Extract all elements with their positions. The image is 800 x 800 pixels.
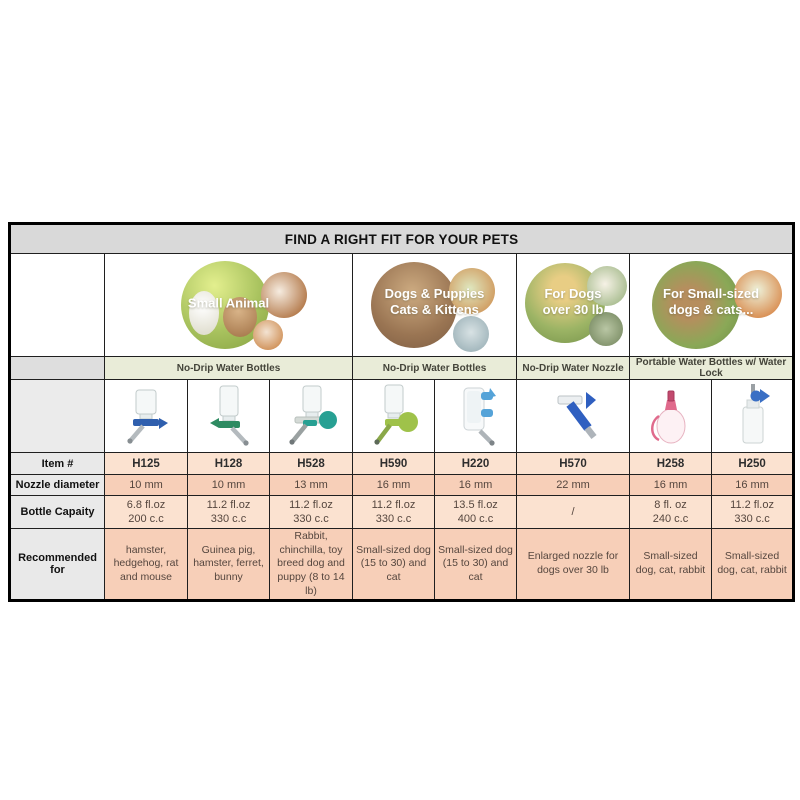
- recommended-for-row: Recommended for hamster, hedgehog, rat a…: [9, 527, 795, 602]
- orange-kitten-photo: [734, 270, 782, 318]
- small-animal-photo-collage: Small Animal: [106, 255, 352, 356]
- bottle-top-nozzle-icon: [742, 384, 771, 444]
- recommended-cell-h125: hamster, hedgehog, rat and mouse: [104, 527, 188, 602]
- nozzle-cell-h570: 22 mm: [516, 474, 630, 496]
- product-row-spacer: [9, 379, 105, 453]
- capacity-cell-h128: 11.2 fl.oz 330 c.c: [187, 495, 270, 529]
- big-dogs-photo-collage: For Dogs over 30 lb: [518, 255, 629, 356]
- category-small-dogs-cats: For Small-sized dogs & cats...: [628, 253, 795, 357]
- product-image-h570: [516, 379, 630, 453]
- subheader-dogs-over-30lb: No-Drip Water Nozzle: [516, 356, 630, 380]
- product-image-h125: [104, 379, 188, 453]
- product-image-h528: [269, 379, 353, 453]
- product-image-h220: [434, 379, 517, 453]
- recommended-cell-h528: Rabbit, chinchilla, toy breed dog and pu…: [269, 527, 353, 602]
- nozzle-diameter-row: Nozzle diameter 10 mm 10 mm 13 mm 16 mm …: [9, 474, 795, 496]
- nozzle-cell-h128: 10 mm: [187, 474, 270, 496]
- table-title: FIND A RIGHT FIT FOR YOUR PETS: [8, 223, 795, 254]
- water-bottle-lime-icon: [373, 384, 418, 445]
- recommended-cell-h590: Small-sized dog (15 to 30) and cat: [352, 527, 435, 602]
- capacity-cell-h220: 13.5 fl.oz 400 c.c: [434, 495, 517, 529]
- category-small-animal: Small Animal: [104, 253, 353, 357]
- dogs-cats-photo-collage: Dogs & Puppies Cats & Kittens: [354, 255, 516, 356]
- category-label: Small Animal: [187, 295, 270, 311]
- item-cell-h125: H125: [104, 452, 188, 475]
- water-bottle-teal-icon: [289, 385, 337, 445]
- recommended-cell-h570: Enlarged nozzle for dogs over 30 lb: [516, 527, 630, 602]
- capacity-cell-h125: 6.8 fl.oz 200 c.c: [104, 495, 188, 529]
- bottle-capacity-row: Bottle Capaity 6.8 fl.oz 200 c.c 11.2 fl…: [9, 495, 795, 529]
- item-cell-h570: H570: [516, 452, 630, 475]
- item-cell-h220: H220: [434, 452, 517, 475]
- nozzle-cell-h528: 13 mm: [269, 474, 353, 496]
- capacity-cell-h570: /: [516, 495, 630, 529]
- recommended-cell-h220: Small-sized dog (15 to 30) and cat: [434, 527, 517, 602]
- product-image-h128: [187, 379, 270, 453]
- portable-bottle-pink-icon: [650, 390, 685, 444]
- subheader-small-animal: No-Drip Water Bottles: [104, 356, 353, 380]
- item-cell-h528: H528: [269, 452, 353, 475]
- capacity-cell-h250: 11.2 fl.oz 330 c.c: [710, 495, 795, 529]
- product-image-h590: [352, 379, 435, 453]
- item-number-row: Item # H125 H128 H528 H590 H220 H570 H25…: [9, 452, 795, 475]
- product-image-h258: [629, 379, 712, 453]
- nozzle-cell-h250: 16 mm: [710, 474, 795, 496]
- guinea-pig-photo: [261, 272, 307, 318]
- kitten-photo: [449, 268, 495, 314]
- bunny-photo-blob: [223, 297, 257, 337]
- recommended-cell-h250: Small-sized dog, cat, rabbit: [710, 527, 795, 602]
- small-puppy-photo: [453, 316, 489, 352]
- puppy-photo: [371, 262, 457, 348]
- category-label: For Small-sized dogs & cats...: [663, 286, 760, 318]
- nozzle-cell-h590: 16 mm: [352, 474, 435, 496]
- pet-fit-comparison-table: FIND A RIGHT FIT FOR YOUR PETS Small Ani…: [8, 222, 796, 603]
- small-dogs-cats-photo-collage: For Small-sized dogs & cats...: [631, 255, 793, 356]
- row-label-capacity: Bottle Capaity: [9, 495, 105, 529]
- small-animal-photo: [181, 261, 269, 349]
- comparison-table: FIND A RIGHT FIT FOR YOUR PETS Small Ani…: [8, 222, 796, 603]
- row-label-item: Item #: [9, 452, 105, 475]
- category-row-spacer: [9, 253, 105, 357]
- capacity-cell-h528: 11.2 fl.oz 330 c.c: [269, 495, 353, 529]
- product-image-h250: [710, 379, 795, 453]
- capacity-cell-h258: 8 fl. oz 240 c.c: [629, 495, 712, 529]
- hamster-photo: [253, 320, 283, 350]
- subheader-row: No-Drip Water Bottles No-Drip Water Bott…: [9, 356, 795, 380]
- rabbit-photo-blob: [189, 291, 219, 335]
- dark-dog-photo: [589, 312, 623, 346]
- nozzle-cell-h220: 16 mm: [434, 474, 517, 496]
- product-image-row: [9, 379, 795, 453]
- title-row: FIND A RIGHT FIT FOR YOUR PETS: [8, 223, 795, 254]
- nozzle-cell-h125: 10 mm: [104, 474, 188, 496]
- subheader-dogs-cats: No-Drip Water Bottles: [352, 356, 517, 380]
- water-nozzle-blue-icon: [557, 392, 597, 439]
- row-label-recommended: Recommended for: [9, 527, 105, 602]
- item-cell-h258: H258: [629, 452, 712, 475]
- subheader-small-dogs-cats: Portable Water Bottles w/ Water Lock: [628, 356, 795, 380]
- chihuahua-photo: [652, 261, 740, 349]
- item-cell-h590: H590: [352, 452, 435, 475]
- item-cell-h250: H250: [710, 452, 795, 475]
- category-row: Small Animal Dogs & Puppies Cats & Kitte…: [9, 253, 795, 357]
- water-bottle-green-icon: [209, 385, 249, 446]
- nozzle-cell-h258: 16 mm: [629, 474, 712, 496]
- water-bottle-blue-icon: [127, 389, 168, 444]
- category-dogs-cats: Dogs & Puppies Cats & Kittens: [352, 253, 517, 357]
- category-dogs-over-30lb: For Dogs over 30 lb: [516, 253, 630, 357]
- capacity-cell-h590: 11.2 fl.oz 330 c.c: [352, 495, 435, 529]
- row-label-nozzle: Nozzle diameter: [9, 474, 105, 496]
- recommended-cell-h258: Small-sized dog, cat, rabbit: [629, 527, 712, 602]
- recommended-cell-h128: Guinea pig, hamster, ferret, bunny: [187, 527, 270, 602]
- item-cell-h128: H128: [187, 452, 270, 475]
- subheader-spacer: [9, 356, 105, 380]
- white-dog-photo: [587, 266, 627, 306]
- water-bottle-clamp-icon: [463, 387, 496, 446]
- category-label: Dogs & Puppies Cats & Kittens: [384, 286, 485, 318]
- category-label: For Dogs over 30 lb: [542, 286, 604, 318]
